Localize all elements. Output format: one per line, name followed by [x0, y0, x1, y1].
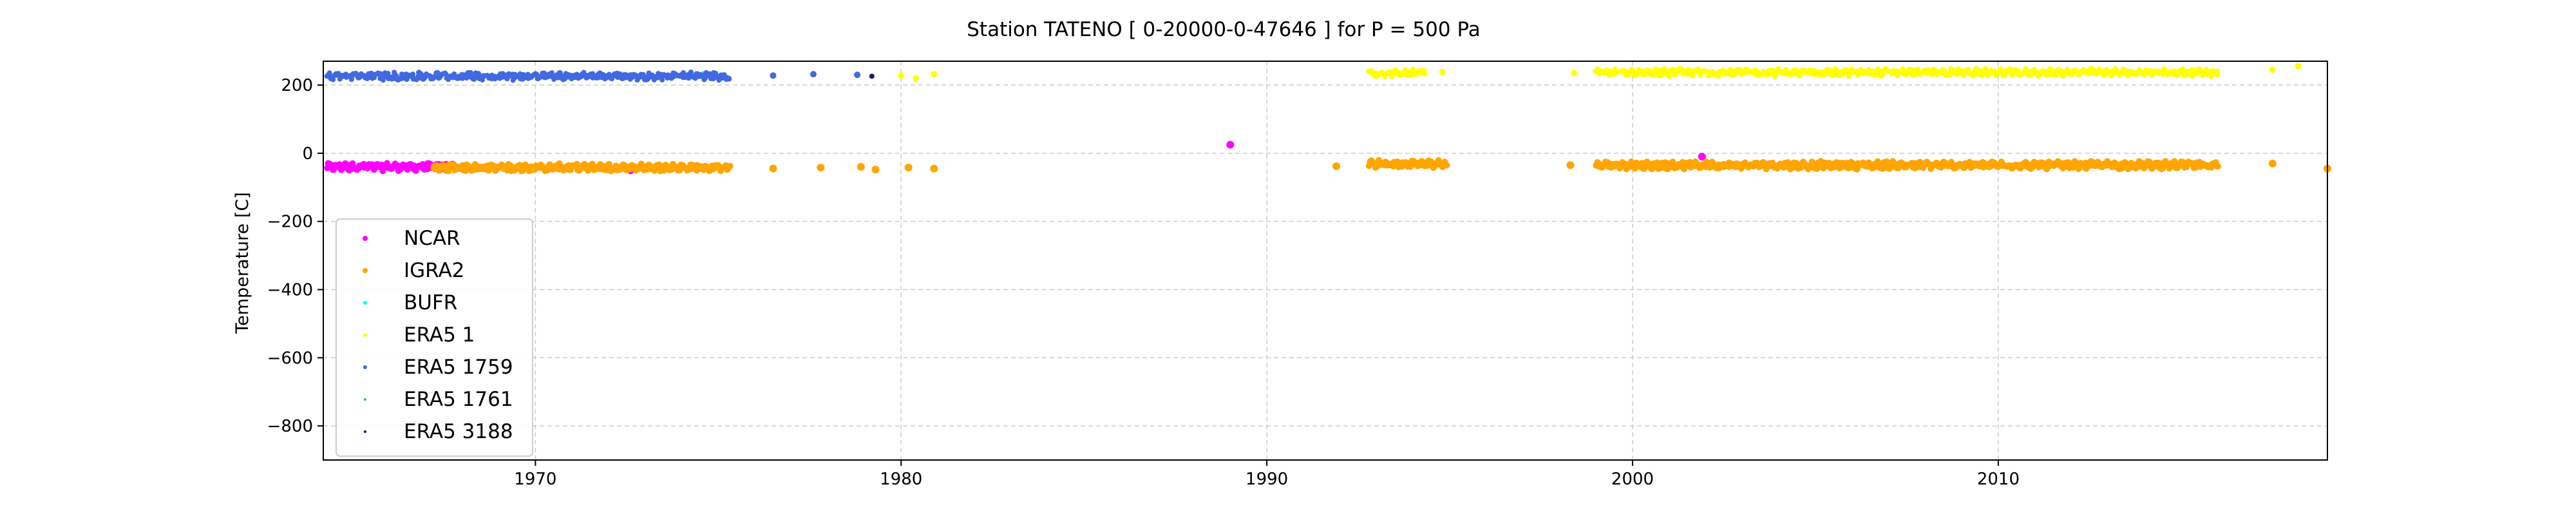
data-point — [912, 75, 919, 82]
legend-marker — [363, 301, 367, 305]
data-point — [904, 164, 913, 172]
chart-title: Station TATENO [ 0-20000-0-47646 ] for P… — [967, 18, 1481, 41]
legend-label: ERA5 1759 — [404, 356, 513, 379]
data-point — [640, 72, 646, 77]
legend-label: NCAR — [404, 227, 460, 250]
data-point — [2295, 62, 2302, 70]
data-point — [692, 75, 698, 81]
data-point — [2269, 66, 2276, 73]
data-point — [1797, 73, 1803, 79]
data-point — [2214, 163, 2221, 170]
y-tick-label: −600 — [267, 349, 313, 368]
data-point — [2065, 66, 2070, 72]
data-point — [1652, 72, 1658, 78]
data-point — [2214, 68, 2220, 74]
data-point — [688, 70, 694, 75]
legend-label: BUFR — [404, 291, 457, 314]
y-tick-label: −200 — [267, 213, 313, 232]
data-point — [869, 73, 875, 79]
data-point — [1226, 140, 1235, 149]
y-tick-label: 200 — [281, 76, 313, 95]
data-point — [1690, 73, 1696, 79]
data-point — [330, 77, 336, 82]
legend-marker — [364, 398, 366, 401]
data-point — [898, 72, 905, 79]
y-tick-label: −800 — [267, 417, 313, 436]
data-point — [1332, 162, 1341, 170]
y-tick-label: −400 — [267, 280, 313, 300]
series-era5-1 — [898, 62, 2302, 82]
data-point — [445, 168, 452, 175]
data-point — [871, 166, 880, 174]
y-axis-label: Temperature [C] — [232, 192, 252, 334]
legend-marker — [363, 268, 368, 273]
data-point — [549, 70, 555, 76]
data-point — [930, 164, 938, 173]
data-point — [726, 76, 732, 82]
legend-label: IGRA2 — [404, 259, 464, 282]
data-point — [2268, 159, 2277, 168]
data-point — [854, 72, 861, 79]
data-point — [769, 164, 777, 173]
data-point — [2015, 68, 2021, 74]
x-tick-label: 1980 — [880, 470, 922, 489]
legend-marker — [363, 333, 367, 337]
legend-label: ERA5 1761 — [404, 388, 513, 411]
series-era5-3188 — [869, 73, 875, 79]
data-point — [1571, 70, 1578, 77]
data-point — [857, 163, 865, 171]
legend: NCAR IGRA2 BUFR ERA5 1 ERA5 1759 ERA5 1761 ERA… — [336, 218, 533, 457]
data-point — [1566, 161, 1575, 169]
data-point — [1827, 67, 1833, 73]
data-point — [468, 70, 473, 75]
data-point — [931, 71, 938, 78]
data-point — [1900, 67, 1906, 73]
data-point — [1942, 68, 1947, 73]
data-point — [2215, 72, 2221, 78]
y-tick-label: 0 — [302, 144, 313, 164]
x-tick-label: 2000 — [1611, 470, 1654, 489]
grid-layer — [323, 61, 2327, 460]
data-point — [659, 77, 665, 82]
data-point — [1954, 72, 1960, 77]
data-point — [1439, 68, 1446, 75]
data-point — [1443, 162, 1450, 169]
data-point — [726, 162, 734, 169]
data-point — [1961, 73, 1967, 79]
x-tick-label: 2010 — [1977, 470, 2020, 489]
data-point — [656, 161, 663, 168]
legend-box — [336, 218, 533, 457]
data-point — [1410, 66, 1416, 72]
data-point — [817, 164, 825, 172]
legend-label: ERA5 3188 — [404, 420, 513, 443]
series-igra2 — [430, 157, 2331, 175]
legend-marker — [363, 236, 368, 241]
x-tick-label: 1990 — [1245, 470, 1288, 489]
data-point — [1422, 71, 1428, 77]
data-point — [385, 71, 391, 77]
data-point — [1698, 153, 1706, 161]
data-point — [2208, 73, 2214, 79]
data-point — [2204, 67, 2210, 73]
data-point — [1386, 69, 1392, 75]
legend-label: ERA5 1 — [404, 323, 475, 347]
legend-marker — [363, 365, 367, 369]
legend-marker — [364, 430, 366, 433]
data-point — [810, 71, 817, 78]
plot-frame — [323, 61, 2328, 461]
data-point — [1658, 72, 1664, 78]
series-era5-1759 — [324, 69, 861, 83]
data-point — [770, 72, 777, 79]
x-tick-label: 1970 — [514, 470, 556, 489]
data-layer — [324, 62, 2331, 175]
